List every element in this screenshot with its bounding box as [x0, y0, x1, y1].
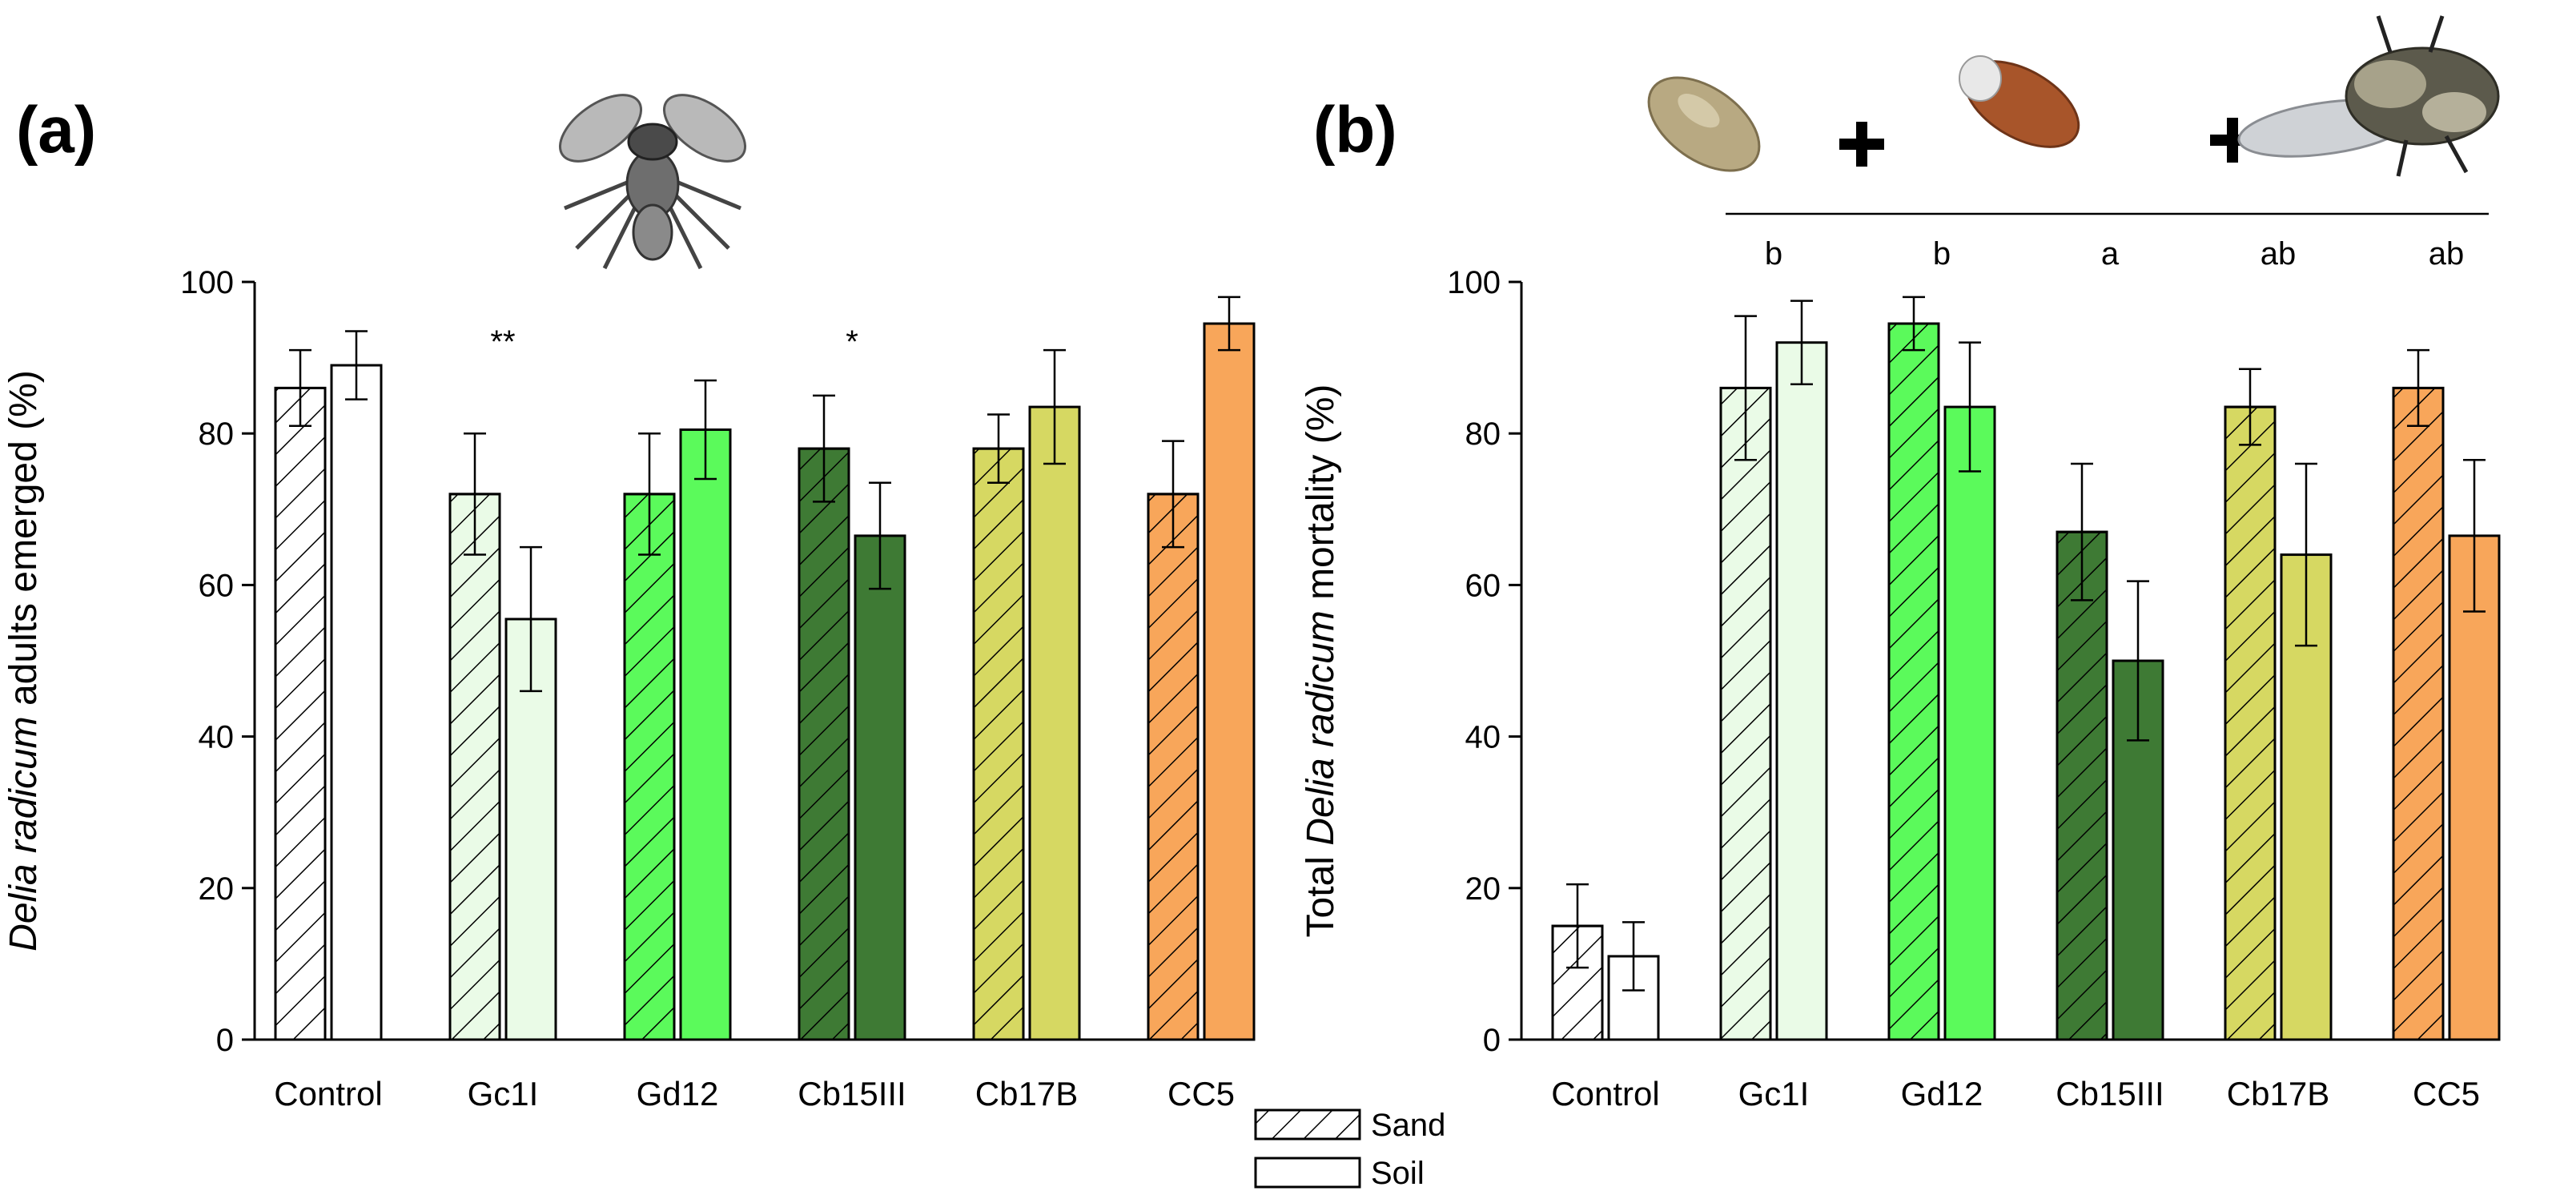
significance-label: b — [1933, 236, 1951, 272]
y-tick-label: 100 — [1447, 265, 1501, 300]
category-label-gd12: Gd12 — [1901, 1075, 1983, 1112]
significance-label: a — [2101, 236, 2120, 272]
y-tick-label: 40 — [1465, 720, 1501, 755]
legend-label-sand: Sand — [1371, 1108, 1445, 1143]
bar-hatch-cb15iii — [2056, 530, 2108, 1041]
category-label-gc1i: Gc1I — [1738, 1075, 1810, 1112]
y-tick-label: 40 — [199, 720, 235, 755]
bar-hatch-cb17b — [2224, 405, 2277, 1041]
legend-swatch-sand — [1254, 1108, 1361, 1141]
bar-hatch-cc5 — [2392, 386, 2445, 1041]
legend-swatch-soil — [1254, 1157, 1361, 1189]
bar-hatch-control — [274, 386, 327, 1041]
significance-label: ** — [490, 324, 515, 360]
significance-label: b — [1765, 236, 1782, 272]
significance-label: ab — [2429, 236, 2465, 272]
y-tick-label: 0 — [1483, 1023, 1501, 1058]
category-label-cb17b: Cb17B — [975, 1075, 1078, 1112]
y-tick-label: 80 — [1465, 416, 1501, 452]
category-label-gc1i: Gc1I — [468, 1075, 539, 1112]
y-axis-title: Total Delia radicum mortality (%) — [1300, 384, 1342, 938]
bar-hatch-gc1i — [448, 493, 501, 1041]
y-tick-label: 0 — [216, 1023, 234, 1058]
y-tick-label: 60 — [1465, 568, 1501, 603]
y-axis-title: Delia radicum adults emerged (%) — [2, 370, 45, 952]
bar-cc5-soil — [1203, 322, 1256, 1041]
y-tick-label: 100 — [180, 265, 234, 300]
bar-gd12-soil — [679, 428, 732, 1041]
bar-hatch-gd12 — [623, 493, 676, 1041]
category-label-cc5: CC5 — [2413, 1075, 2480, 1112]
category-label-cb17b: Cb17B — [2227, 1075, 2329, 1112]
y-tick-label: 20 — [1465, 871, 1501, 907]
pupa-icon — [1647, 76, 1761, 172]
adult-fly-icon — [558, 94, 747, 270]
legend: Sand Soil — [1254, 1108, 1445, 1191]
category-label-cb15iii: Cb15III — [798, 1075, 906, 1112]
significance-label: * — [846, 324, 858, 360]
bar-hatch-cb17b — [972, 447, 1025, 1041]
significance-label: ab — [2261, 236, 2297, 272]
panel-a-label: (a) — [16, 94, 96, 167]
category-label-control: Control — [274, 1075, 382, 1112]
bar-control-soil — [330, 364, 383, 1041]
category-label-cc5: CC5 — [1167, 1075, 1235, 1112]
infected-fly-icon — [2237, 15, 2500, 177]
cocoon-icon — [1959, 55, 2080, 148]
plot-b: 0 20 40 60 80 100 Total Delia radicum mortalit… — [1300, 236, 2501, 1112]
plot-a: 0 20 40 60 80 100 Delia radicum adults emerged… — [2, 265, 1256, 1112]
category-label-gd12: Gd12 — [637, 1075, 719, 1112]
y-tick-label: 20 — [199, 871, 235, 907]
panel-b-label: (b) — [1313, 94, 1397, 167]
bar-hatch-cc5 — [1147, 493, 1200, 1041]
bar-cb15iii-soil — [854, 534, 906, 1041]
category-label-cb15iii: Cb15III — [2056, 1075, 2164, 1112]
y-tick-label: 60 — [199, 568, 235, 603]
legend-label-soil: Soil — [1371, 1156, 1425, 1191]
bar-hatch-gd12 — [1887, 322, 1940, 1041]
plus-icon — [1839, 122, 1884, 167]
bar-gc1i-soil — [1775, 341, 1828, 1041]
bar-cb17b-soil — [1028, 405, 1081, 1041]
bar-hatch-gc1i — [1719, 386, 1772, 1041]
bar-gd12-soil — [1943, 405, 1996, 1041]
category-label-control: Control — [1551, 1075, 1659, 1112]
bar-hatch-cb15iii — [798, 447, 850, 1041]
panel-a: (a) 0 20 40 60 80 100 Delia radicum adults eme… — [2, 94, 1256, 1112]
y-tick-label: 80 — [199, 416, 235, 452]
